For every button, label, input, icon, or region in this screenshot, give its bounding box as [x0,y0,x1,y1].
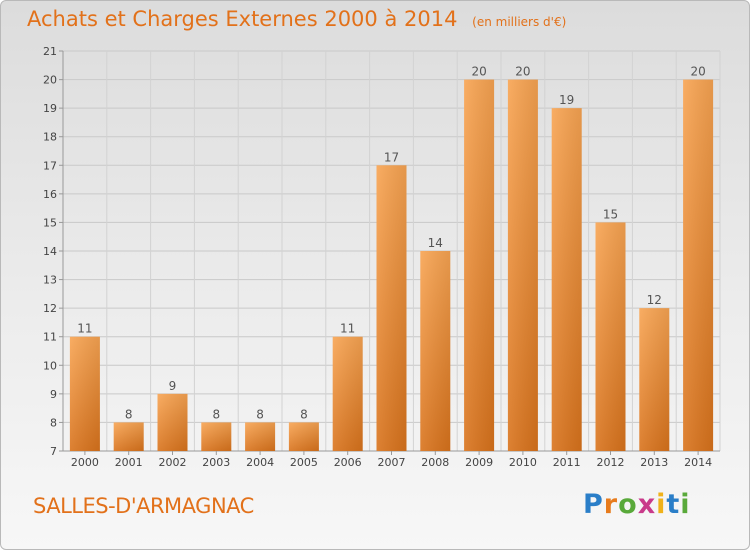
data-label: 8 [125,407,133,421]
y-tick-label: 21 [43,45,57,58]
data-label: 12 [647,293,662,307]
data-label: 11 [340,322,355,336]
bar-shade [683,79,714,452]
data-label: 19 [559,93,574,107]
y-tick-label: 18 [43,131,57,144]
y-tick-label: 15 [43,216,57,229]
logo-letter: i [656,489,667,520]
bar-shade [332,336,363,451]
x-tick-label: 2013 [640,456,668,469]
data-label: 11 [77,322,92,336]
x-tick-label: 2005 [290,456,318,469]
x-tick-label: 2012 [597,456,625,469]
bar-shade [113,422,144,451]
data-label: 9 [169,379,177,393]
y-tick-label: 13 [43,274,57,287]
y-tick-label: 14 [43,245,57,258]
bar-shade [288,422,319,451]
y-tick-label: 16 [43,188,57,201]
y-tick-label: 12 [43,302,57,315]
data-label: 20 [515,65,530,79]
bar-shade [595,222,626,451]
bar-shade [639,308,670,451]
data-label: 14 [428,236,443,250]
x-tick-label: 2003 [202,456,230,469]
bar-shade [157,393,188,451]
proxiti-logo: Proxiti [583,489,691,520]
x-tick-label: 2010 [509,456,537,469]
data-label: 8 [256,407,264,421]
logo-letter: i [680,489,691,520]
commune-name: SALLES-D'ARMAGNAC [33,494,254,518]
bars [69,79,714,452]
logo-letter: r [603,489,619,520]
y-tick-labels: 7 8 9 10 11 12 13 14 15 16 17 18 19 20 21 [43,45,57,458]
y-tick-label: 19 [43,102,57,115]
x-tick-label: 2007 [378,456,406,469]
data-label: 8 [212,407,220,421]
x-tick-label: 2009 [465,456,493,469]
data-label: 8 [300,407,308,421]
chart-title-text: Achats et Charges Externes 2000 à 2014 [27,7,458,31]
bar-shade [245,422,276,451]
x-tick-label: 2004 [246,456,274,469]
x-tick-label: 2006 [334,456,362,469]
y-tick-label: 10 [43,359,57,372]
bar-shade [420,251,451,451]
bar-shade [507,79,538,452]
bar-shade [69,336,100,451]
data-label: 20 [471,65,486,79]
bar-shade [464,79,495,452]
y-tick-label: 8 [50,416,57,429]
y-tick-label: 17 [43,159,57,172]
x-tick-labels: 2000 2001 2002 2003 2004 2005 2006 2007 2008 2009… [71,456,712,469]
x-tick-label: 2011 [553,456,581,469]
logo-letter: P [583,489,604,520]
x-tick-label: 2014 [684,456,712,469]
x-tick-label: 2008 [421,456,449,469]
bar-shade [551,108,582,452]
logo-letter: t [666,489,681,520]
data-label: 15 [603,207,618,221]
bar-shade [376,165,407,452]
data-label: 20 [690,65,705,79]
data-label: 17 [384,150,399,164]
y-tick-label: 11 [43,331,57,344]
data-labels: 11 8 9 8 8 8 11 17 14 20 20 19 15 12 20 [77,65,705,422]
y-tick-label: 9 [50,388,57,401]
x-tick-label: 2000 [71,456,99,469]
y-tick-label: 20 [43,74,57,87]
x-tick-label: 2001 [115,456,143,469]
x-tick-label: 2002 [159,456,187,469]
y-tick-label: 7 [50,445,57,458]
chart-title: Achats et Charges Externes 2000 à 2014 (… [27,7,566,31]
logo-letter: x [637,489,657,520]
chart-subtitle: (en milliers d'€) [472,15,567,29]
logo-letter: o [618,489,638,520]
bar-shade [201,422,232,451]
